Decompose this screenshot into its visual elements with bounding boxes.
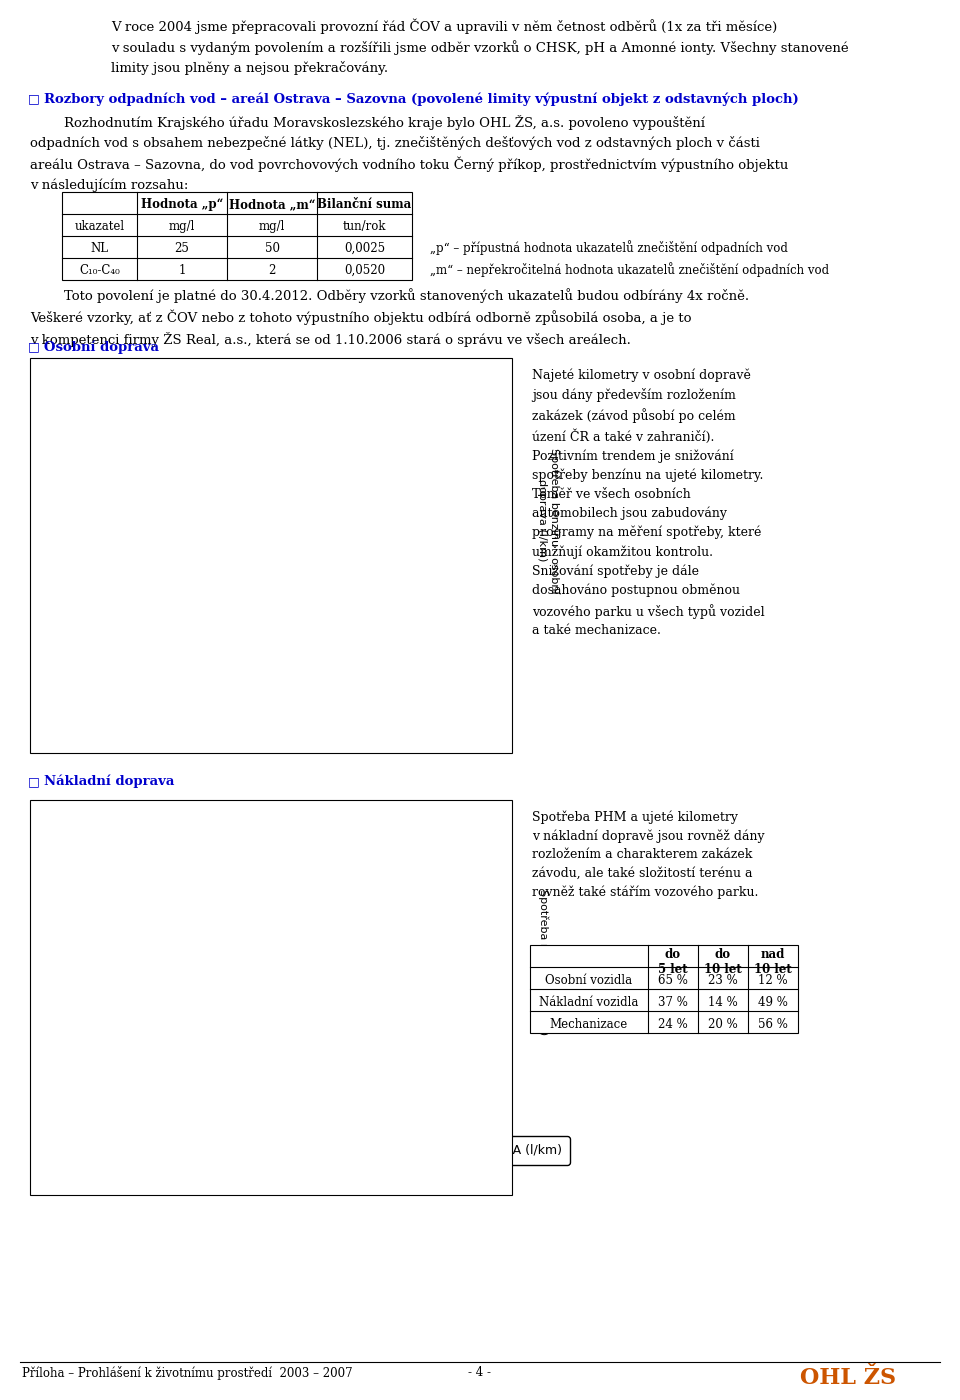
- Y-axis label: Spotřeba benzínu - osobní
doprava (l/km): Spotřeba benzínu - osobní doprava (l/km): [538, 448, 560, 594]
- Text: 37 %: 37 %: [658, 995, 688, 1009]
- Text: 23 %: 23 %: [708, 974, 738, 987]
- Text: Toto povolení je platné do 30.4.2012. Odběry vzorků stanovených ukazatelů budou : Toto povolení je platné do 30.4.2012. Od…: [30, 288, 749, 347]
- Text: NL: NL: [90, 242, 108, 255]
- Text: Hodnota „m“: Hodnota „m“: [228, 197, 315, 211]
- Bar: [192, 879, 233, 1095]
- Text: V roce 2004 jsme přepracovali provozní řád ČOV a upravili v něm četnost odběrů (: V roce 2004 jsme přepracovali provozní ř…: [111, 18, 849, 76]
- Bar: [331, 477, 373, 652]
- Text: do
10 let: do 10 let: [704, 948, 742, 976]
- Bar: [401, 494, 443, 652]
- Text: mg/l: mg/l: [169, 220, 195, 232]
- Text: 14 %: 14 %: [708, 995, 738, 1009]
- Text: OHL ŽS: OHL ŽS: [800, 1366, 896, 1389]
- Text: ukazatel: ukazatel: [75, 220, 125, 232]
- Text: tun/rok: tun/rok: [343, 220, 386, 232]
- Text: 50: 50: [265, 242, 279, 255]
- Text: 20 %: 20 %: [708, 1018, 738, 1030]
- Bar: [261, 430, 303, 652]
- Bar: [331, 923, 373, 1095]
- Title: Nákladní doprava: Nákladní doprava: [207, 806, 358, 822]
- Bar: [261, 851, 303, 1095]
- Text: 12 %: 12 %: [758, 974, 788, 987]
- Text: Příloha – Prohlášení k životnímu prostředí  2003 – 2007: Příloha – Prohlášení k životnímu prostře…: [22, 1366, 352, 1380]
- Bar: [192, 434, 233, 652]
- Text: 1: 1: [179, 265, 185, 277]
- Text: □: □: [28, 92, 39, 105]
- Text: Mechanizace: Mechanizace: [550, 1018, 628, 1030]
- Text: „m“ – nepřekročitelná hodnota ukazatelů znečištění odpadních vod: „m“ – nepřekročitelná hodnota ukazatelů …: [430, 262, 829, 277]
- Title: Osobní doprava: Osobní doprava: [215, 364, 349, 379]
- Text: □: □: [28, 340, 39, 353]
- Text: Rozbory odpadních vod – areál Ostrava – Sazovna (povolené limity výpustní objekt: Rozbory odpadních vod – areál Ostrava – …: [44, 92, 799, 105]
- Text: 49 %: 49 %: [758, 995, 788, 1009]
- Text: 24 %: 24 %: [659, 1018, 688, 1030]
- Text: 0,0520: 0,0520: [344, 265, 385, 277]
- Text: Osobní vozidla: Osobní vozidla: [545, 974, 633, 987]
- Text: C₁₀-C₄₀: C₁₀-C₄₀: [79, 265, 120, 277]
- Legend: Nákladní doprava (km/vl.výkony), Spotřeba nafty - NA (l/km): Nákladní doprava (km/vl.výkony), Spotřeb…: [76, 1137, 570, 1165]
- Text: □: □: [28, 776, 39, 788]
- Text: 2: 2: [268, 265, 276, 277]
- Text: mg/l: mg/l: [259, 220, 285, 232]
- Y-axis label: Spotřeba nafty - NA (l/km): Spotřeba nafty - NA (l/km): [538, 889, 548, 1036]
- Text: Bilanční suma: Bilanční suma: [318, 197, 412, 211]
- Text: Osobní doprava: Osobní doprava: [44, 340, 159, 353]
- Bar: [122, 503, 164, 652]
- Text: - 4 -: - 4 -: [468, 1366, 492, 1379]
- Text: 56 %: 56 %: [758, 1018, 788, 1030]
- Text: do
5 let: do 5 let: [659, 948, 687, 976]
- Text: Nákladní doprava: Nákladní doprava: [44, 776, 175, 788]
- Y-axis label: Osobní doprava
(km/vl.výkony v mil.Kč): Osobní doprava (km/vl.výkony v mil.Kč): [39, 455, 63, 587]
- Text: Spotřeba PHM a ujeté kilometry
v nákladní dopravě jsou rovněž dány
rozložením a : Spotřeba PHM a ujeté kilometry v nákladn…: [532, 811, 764, 899]
- Text: Rozhodnutím Krajského úřadu Moravskoslezského kraje bylo OHL ŽS, a.s. povoleno v: Rozhodnutím Krajského úřadu Moravskoslez…: [30, 115, 788, 192]
- Y-axis label: Nákladní doprava (km/vl.výkon)
v mil.Kč: Nákladní doprava (km/vl.výkon) v mil.Kč: [40, 874, 63, 1051]
- Text: 0,0025: 0,0025: [344, 242, 385, 255]
- Text: 65 %: 65 %: [658, 974, 688, 987]
- Legend: Osobní doprava (km/vl.výkony), Spotřeba benzínu - osobní doprava (l/km): Osobní doprava (km/vl.výkony), Spotřeba …: [76, 685, 393, 732]
- Text: Nákladní vozidla: Nákladní vozidla: [540, 995, 638, 1009]
- Text: 25: 25: [175, 242, 189, 255]
- Bar: [401, 941, 443, 1095]
- Bar: [122, 937, 164, 1095]
- Text: nad
10 let: nad 10 let: [755, 948, 792, 976]
- Text: „p“ – přípustná hodnota ukazatelů znečištění odpadních vod: „p“ – přípustná hodnota ukazatelů znečiš…: [430, 239, 788, 255]
- Text: Najeté kilometry v osobní dopravě
jsou dány především rozložením
zakázek (závod : Najeté kilometry v osobní dopravě jsou d…: [532, 368, 764, 637]
- Text: Hodnota „p“: Hodnota „p“: [141, 197, 223, 211]
